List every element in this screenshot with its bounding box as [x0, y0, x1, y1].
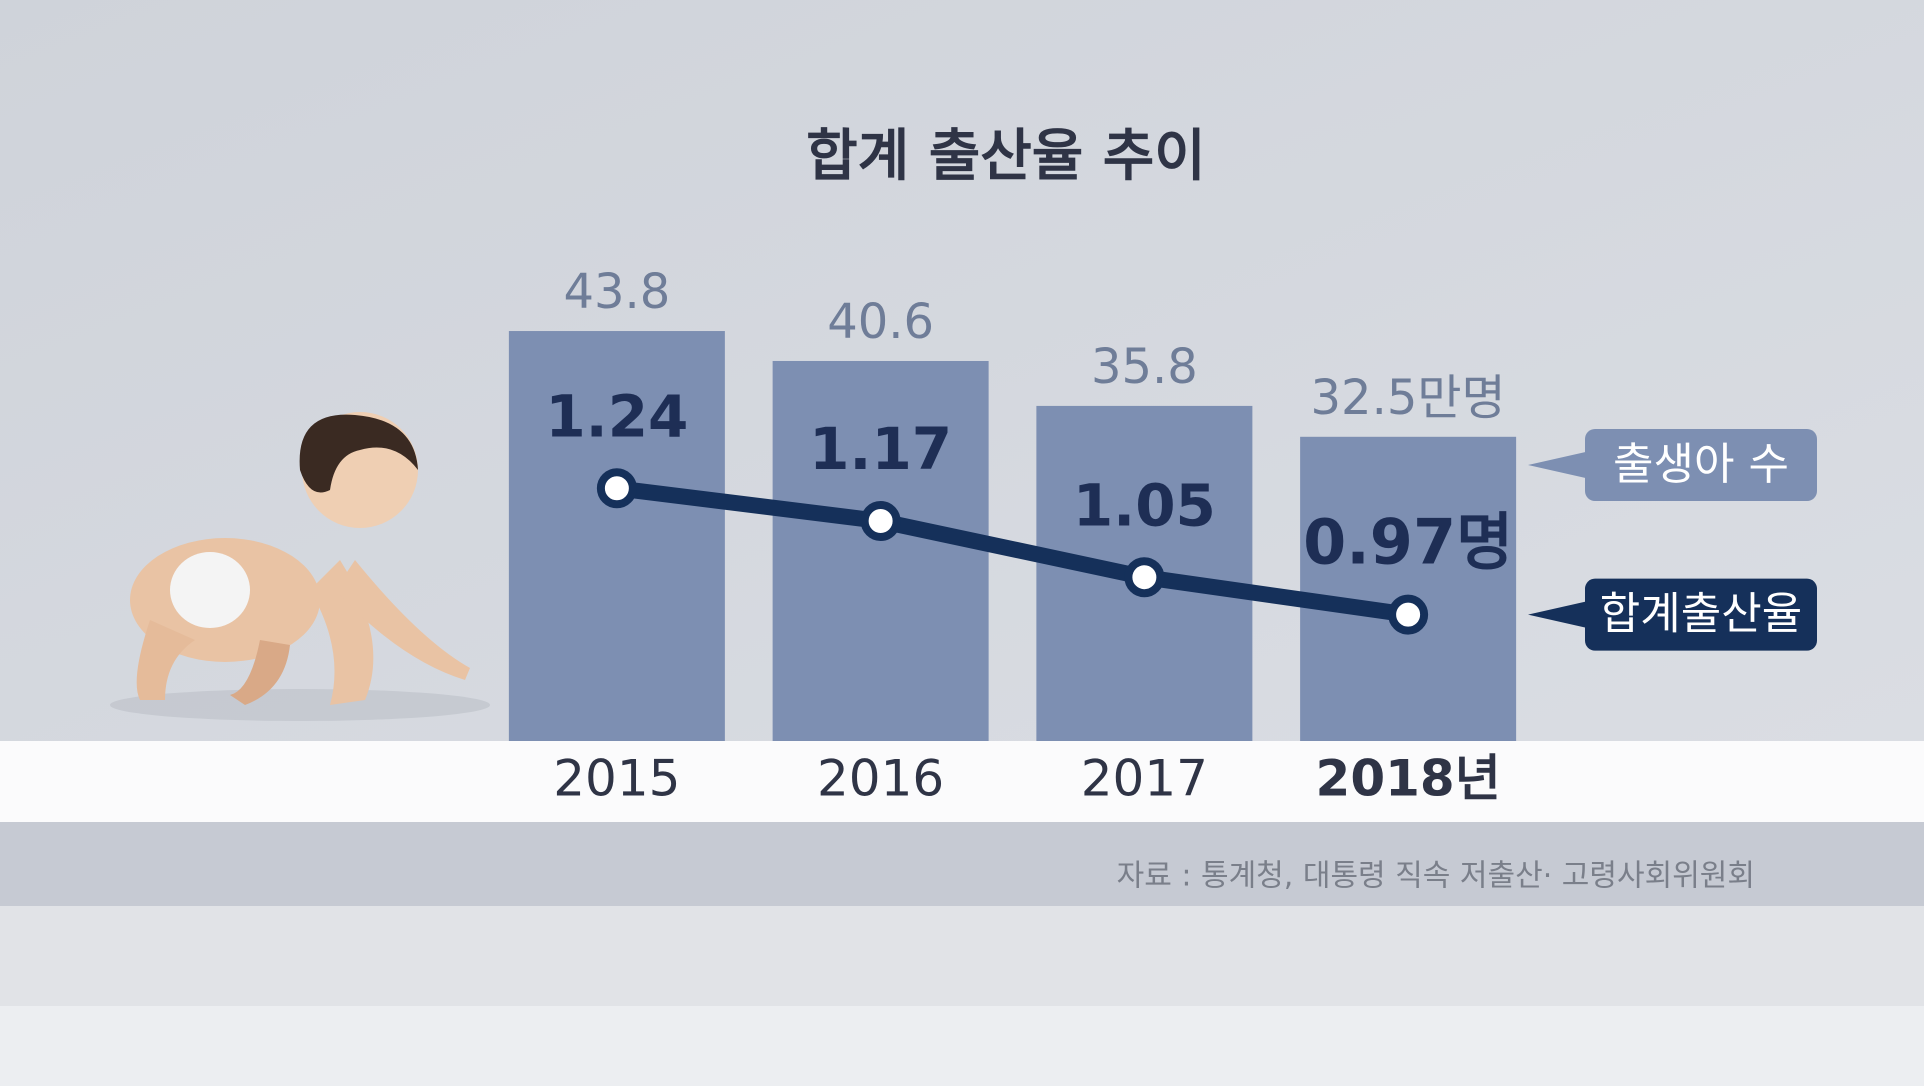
bar — [1300, 436, 1517, 741]
x-tick-label: 2018년 — [1316, 750, 1501, 808]
source-band — [0, 822, 1924, 906]
line-value-label: 1.24 — [545, 382, 688, 450]
line-value-label: 1.05 — [1073, 471, 1216, 539]
x-tick-label: 2015 — [553, 750, 680, 808]
baby-illustration — [110, 412, 490, 721]
legend-pointer — [1528, 451, 1590, 479]
line-point — [1388, 594, 1429, 635]
line-value-label: 0.97명 — [1303, 506, 1513, 579]
source-note: 자료 : 통계청, 대통령 직속 저출산· 고령사회위원회 — [1117, 859, 1755, 894]
line-point — [860, 501, 901, 542]
x-tick-label: 2016 — [817, 750, 944, 808]
bar — [772, 360, 989, 741]
bar — [508, 331, 725, 741]
legend-box — [1585, 578, 1817, 651]
line-point — [596, 468, 637, 509]
legend-label: 출생아 수 — [1613, 439, 1789, 490]
line-point — [1124, 557, 1165, 598]
line — [615, 480, 1410, 623]
footer-band — [0, 906, 1924, 1006]
legend-box — [1585, 429, 1817, 501]
bar-value-label: 43.8 — [563, 264, 670, 320]
bar-value-label: 32.5만명 — [1311, 370, 1506, 426]
footer-band — [0, 1006, 1924, 1086]
x-tick-label: 2017 — [1081, 750, 1208, 808]
chart-title: 합계 출산율 추이 — [806, 124, 1206, 189]
legend-label: 합계출산율 — [1600, 589, 1802, 640]
line-value-label: 1.17 — [809, 415, 952, 483]
legend-pointer — [1528, 600, 1590, 629]
bar-value-label: 40.6 — [827, 294, 934, 350]
category-strip — [0, 741, 1924, 822]
bar-value-label: 35.8 — [1091, 339, 1198, 395]
